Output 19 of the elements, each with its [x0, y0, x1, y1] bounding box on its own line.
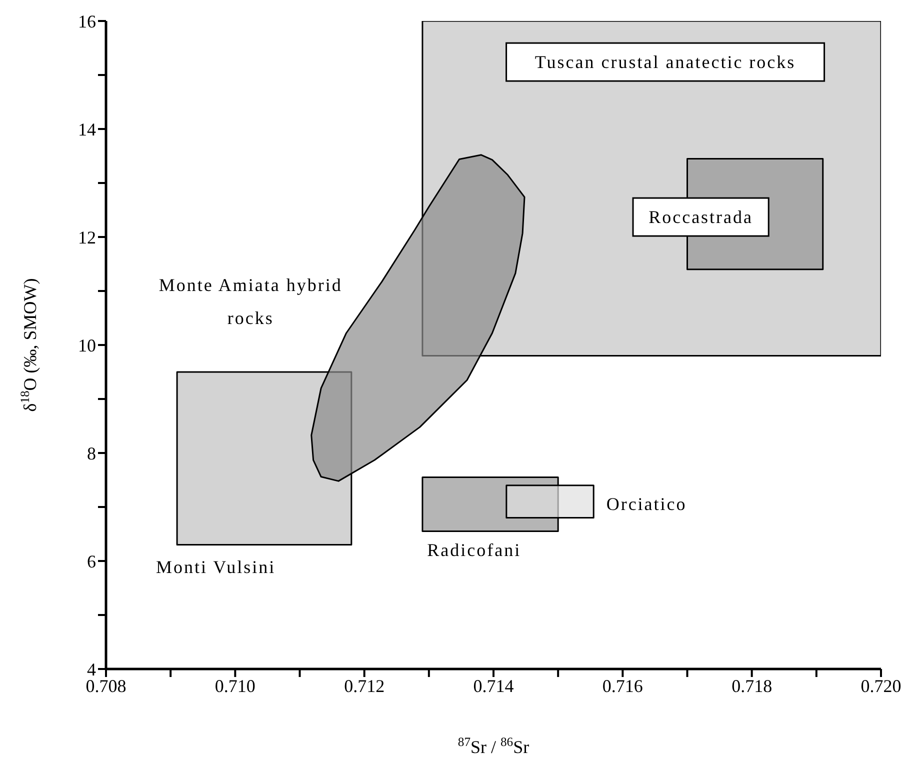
y-tick-label: 10 — [78, 335, 96, 356]
x-axis-title: $^{87}$Sr / $^{86}$Sr — [458, 735, 530, 757]
y-tick-label: 16 — [78, 11, 96, 32]
annotation: Tuscan crustal anatectic rocks — [534, 52, 796, 72]
annotation: Roccastrada — [648, 207, 754, 228]
annotation: Monte Amiata hybrid rocks — [158, 274, 342, 328]
x-tick-label: 0.716 — [602, 676, 643, 696]
y-tick-label: 12 — [78, 227, 96, 248]
annotation: Orciatico — [606, 494, 687, 514]
x-tick-label: 0.714 — [473, 676, 514, 696]
x-tick-label: 0.712 — [344, 676, 385, 696]
x-tick-label: 0.718 — [732, 676, 772, 696]
annotation: Monti Vulsini — [156, 556, 276, 577]
y-tick-label: 14 — [78, 119, 96, 140]
annotation: Radicofani — [427, 540, 522, 560]
y-tick-label: 6 — [87, 551, 96, 572]
y-tick-label: 8 — [87, 443, 96, 464]
x-tick-label: 0.710 — [214, 676, 256, 696]
x-tick-label: 0.720 — [860, 676, 902, 696]
